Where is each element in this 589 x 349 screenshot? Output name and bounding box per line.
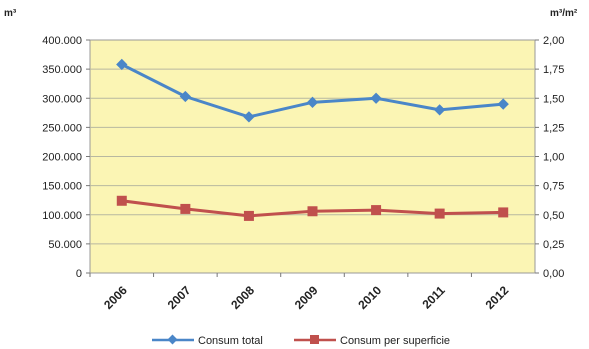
- right-tick-label: 1,25: [543, 122, 564, 134]
- left-tick-label: 350.000: [42, 64, 82, 76]
- data-point-consum-per-superficie: [116, 195, 127, 206]
- x-tick-label: 2006: [101, 283, 130, 312]
- data-point-consum-per-superficie: [243, 210, 254, 221]
- x-axis: 2006 2007 2008 2009 2010 2011 2012: [89, 273, 512, 312]
- data-point-consum-per-superficie: [180, 203, 191, 214]
- data-point-consum-per-superficie: [498, 207, 509, 218]
- legend-marker-consum-total: [167, 334, 178, 345]
- right-tick-label: 0,75: [543, 181, 564, 193]
- legend-label-consum-per-superficie: Consum per superficie: [340, 335, 450, 347]
- left-tick-label: 400.000: [42, 35, 82, 47]
- data-point-consum-per-superficie: [307, 206, 318, 217]
- right-tick-label: 1,75: [543, 64, 564, 76]
- right-tick-label: 0,00: [543, 268, 564, 280]
- legend-item-consum-total: Consum total: [152, 334, 263, 347]
- left-tick-label: 300.000: [42, 93, 82, 105]
- left-tick-label: 50.000: [48, 239, 82, 251]
- legend-item-consum-per-superficie: Consum per superficie: [294, 335, 450, 347]
- x-tick-label: 2011: [419, 283, 448, 312]
- left-tick-label: 250.000: [42, 122, 82, 134]
- left-axis: 0 50.000 100.000 150.000 200.000 250.000 300.0…: [42, 35, 90, 280]
- right-tick-label: 1,50: [543, 93, 564, 105]
- left-tick-label: 150.000: [42, 181, 82, 193]
- left-tick-label: 100.000: [42, 210, 82, 222]
- right-tick-label: 0,50: [543, 210, 564, 222]
- left-tick-label: 200.000: [42, 152, 82, 164]
- left-tick-label: 0: [76, 268, 82, 280]
- x-tick-label: 2012: [483, 283, 512, 312]
- data-point-consum-per-superficie: [434, 208, 445, 219]
- legend-marker-consum-per-superficie: [310, 335, 319, 344]
- left-axis-unit: m³: [4, 8, 17, 19]
- right-axis: 0,00 0,25 0,50 0,75 1,00 1,25 1,50 1,75 2,00: [535, 35, 564, 280]
- right-tick-label: 0,25: [543, 239, 564, 251]
- right-tick-label: 1,00: [543, 152, 564, 164]
- right-tick-label: 2,00: [543, 35, 564, 47]
- x-tick-label: 2007: [165, 283, 194, 312]
- legend-label-consum-total: Consum total: [198, 335, 263, 347]
- legend: Consum total Consum per superficie: [152, 334, 450, 347]
- right-axis-unit: m³/m²: [550, 8, 578, 19]
- x-tick-label: 2009: [292, 283, 321, 312]
- data-point-consum-per-superficie: [371, 205, 382, 216]
- x-tick-label: 2010: [355, 283, 384, 312]
- x-tick-label: 2008: [228, 283, 257, 312]
